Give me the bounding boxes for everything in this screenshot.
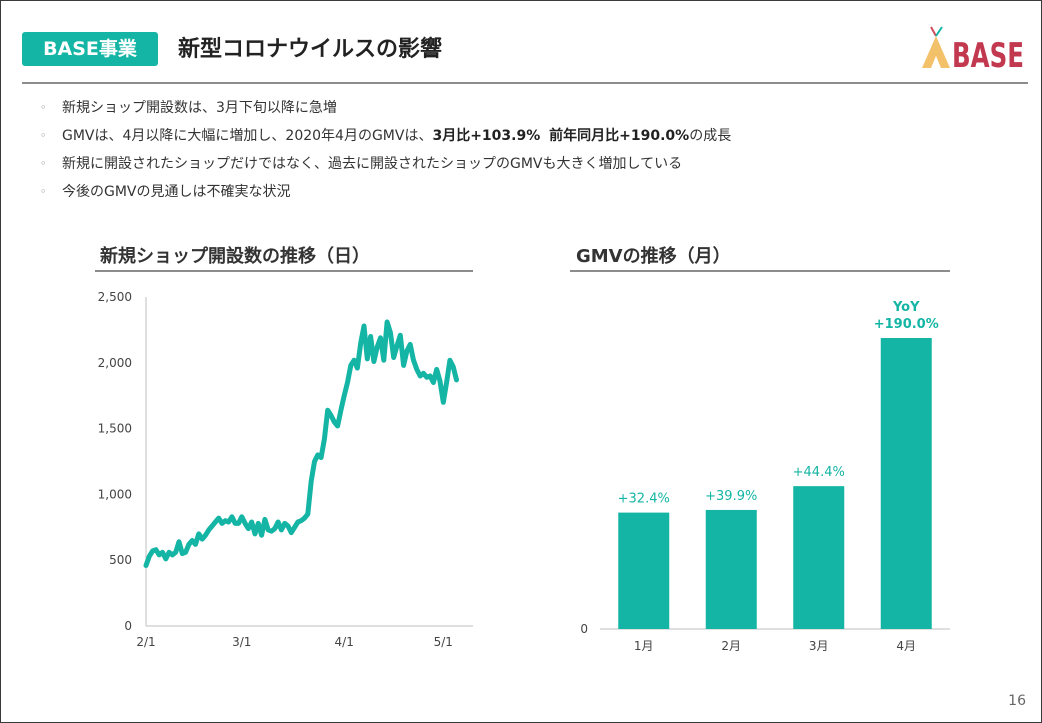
category-label: 2月 (721, 639, 741, 653)
category-label: 3月 (809, 639, 829, 653)
page-title: 新型コロナウイルスの影響 (178, 37, 443, 62)
x-tick-label: 3/1 (232, 635, 251, 649)
bullet-item: ◦ 新規ショップ開設数は、3月下旬以降に急増 (40, 97, 731, 125)
bullet-item: ◦ 今後のGMVの見通しは不確実な状況 (40, 181, 731, 209)
page-number: 16 (1008, 693, 1026, 709)
x-tick-label: 2/1 (136, 635, 155, 649)
bar (880, 338, 932, 629)
bullet-dot-icon: ◦ (40, 101, 47, 114)
category-label: 1月 (634, 639, 654, 653)
y-tick-label: 1,500 (98, 422, 132, 436)
y-tick-label: 1,000 (98, 487, 132, 501)
bar (793, 486, 845, 629)
data-label: YoY +190.0% (874, 300, 939, 332)
bullet-list: ◦ 新規ショップ開設数は、3月下旬以降に急増 ◦ GMVは、4月以降に大幅に増加し、2… (40, 97, 731, 209)
y-tick-label: 2,500 (98, 290, 132, 304)
bar-chart-title: GMVの推移（月） (576, 246, 731, 267)
bullet-text: 新規ショップ開設数は、3月下旬以降に急増 (62, 100, 337, 116)
line-chart-title-underline (95, 270, 473, 272)
bullet-dot-icon: ◦ (40, 129, 47, 142)
data-label: +32.4% (618, 492, 670, 507)
bullet-text: GMVは、4月以降に大幅に増加し、2020年4月のGMVは、 (62, 128, 433, 144)
bullet-text: 新規に開設されたショップだけではなく、過去に開設されたショップのGMVも大きく増… (62, 156, 683, 172)
bullet-text: 前年同月比+190.0% (549, 128, 690, 144)
bullet-item: ◦ 新規に開設されたショップだけではなく、過去に開設されたショップのGMVも大きく… (40, 153, 731, 181)
header-divider (22, 82, 1028, 84)
x-tick-label: 5/1 (434, 635, 453, 649)
base-logo: BASE (922, 26, 1024, 72)
daily-new-shops-line-chart: 0 500 1,000 1,500 2,000 2,500 2/1 3/1 4/1 5/1 (98, 290, 473, 649)
bar (618, 512, 670, 629)
y-tick-label: 2,000 (98, 356, 132, 370)
bullet-text: 今後のGMVの見通しは不確実な状況 (62, 184, 291, 200)
bullet-item: ◦ GMVは、4月以降に大幅に増加し、2020年4月のGMVは、3月比+103.9… (40, 125, 731, 153)
category-label: 4月 (896, 639, 916, 653)
bullet-text (540, 128, 549, 144)
bar (705, 509, 757, 629)
y-tick-label: 500 (109, 553, 132, 567)
logo-text: BASE (952, 36, 1024, 72)
section-badge: BASE事業 (22, 32, 158, 66)
y-tick-label: 0 (580, 622, 588, 636)
bullet-dot-icon: ◦ (40, 185, 47, 198)
data-label: +44.4% (793, 465, 845, 480)
bullet-text: の成長 (689, 128, 732, 144)
bullet-dot-icon: ◦ (40, 157, 47, 170)
x-tick-label: 4/1 (335, 635, 354, 649)
y-tick-label: 0 (124, 619, 132, 633)
data-label: +39.9% (705, 489, 757, 504)
bar-chart-title-underline (570, 270, 950, 272)
monthly-gmv-bar-chart: 0 1月 +32.4% 2月 +39.9% 3月 +44.4% 4月 YoY +190.0% (580, 300, 950, 653)
bullet-text: 3月比+103.9% (432, 128, 541, 144)
series-line (143, 319, 459, 568)
line-chart-title: 新規ショップ開設数の推移（日） (100, 246, 370, 267)
tent-icon (922, 36, 950, 68)
